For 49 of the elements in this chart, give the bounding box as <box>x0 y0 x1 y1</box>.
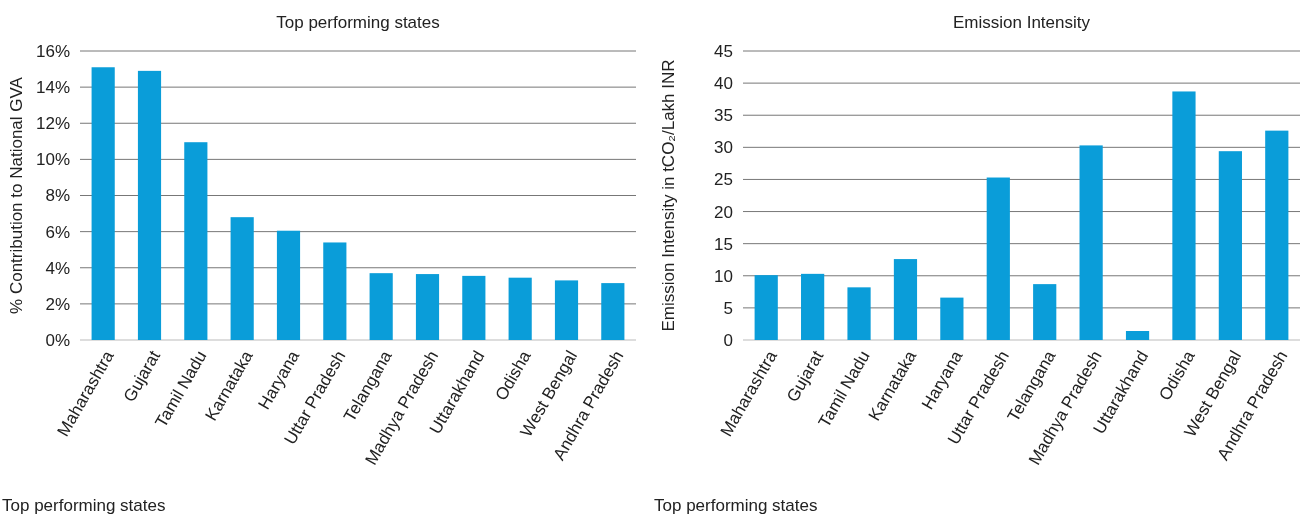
y-tick-label: 2% <box>45 294 70 314</box>
y-axis-title: % Contribution to National GVA <box>7 76 26 314</box>
y-tick-label: 20 <box>714 202 733 222</box>
bar <box>230 217 254 340</box>
text: Top performing states <box>2 496 166 515</box>
bar <box>276 230 301 340</box>
y-tick-label: 8% <box>45 186 70 206</box>
y-tick-label: 40 <box>714 74 733 94</box>
y-tick-label: 4% <box>45 258 70 278</box>
y-tick-label: 16% <box>35 41 70 61</box>
bar <box>1125 331 1150 340</box>
bar <box>1218 151 1242 340</box>
y-tick-label: 0% <box>45 330 70 350</box>
y-tick-label: 35 <box>714 106 733 126</box>
bar <box>601 283 625 340</box>
bar <box>1265 130 1289 340</box>
bar <box>801 273 825 340</box>
bar <box>415 274 440 340</box>
y-tick-label: 30 <box>714 138 733 158</box>
y-tick-label: 15 <box>714 234 733 254</box>
bar <box>1079 145 1103 340</box>
y-tick-label: 10 <box>714 266 733 286</box>
bar <box>369 273 393 340</box>
bar <box>847 287 871 340</box>
y-tick-label: 12% <box>35 114 70 134</box>
bar <box>1172 91 1196 340</box>
bar <box>91 67 115 340</box>
y-tick-label: 14% <box>35 78 70 98</box>
text: Top performing states <box>654 496 818 515</box>
y-tick-label: 45 <box>714 41 733 61</box>
chart-title: Emission Intensity <box>953 13 1091 32</box>
bar <box>323 242 347 340</box>
y-axis-title: Emission Intensity in tCO₂/Lakh INR <box>659 59 678 332</box>
bar <box>1033 284 1057 340</box>
bar <box>184 142 208 340</box>
bar <box>462 275 486 340</box>
bar <box>893 259 918 340</box>
y-tick-label: 25 <box>714 170 733 190</box>
bar <box>554 280 579 340</box>
y-tick-label: 0 <box>723 330 733 350</box>
bar <box>754 275 778 340</box>
bar <box>986 177 1010 340</box>
bar <box>137 70 162 340</box>
bar <box>508 277 532 340</box>
chart-title: Top performing states <box>276 13 440 32</box>
y-tick-label: 6% <box>45 222 70 242</box>
y-tick-label: 5 <box>723 298 733 318</box>
bar <box>940 297 964 340</box>
y-tick-label: 10% <box>35 150 70 170</box>
